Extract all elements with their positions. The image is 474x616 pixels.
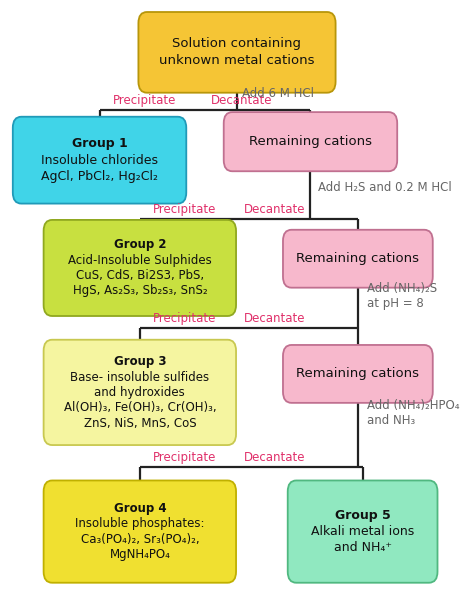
- FancyBboxPatch shape: [283, 230, 433, 288]
- Text: Alkali metal ions: Alkali metal ions: [311, 525, 414, 538]
- Text: Solution containing: Solution containing: [173, 38, 301, 51]
- FancyBboxPatch shape: [44, 220, 236, 316]
- Text: and hydroxides: and hydroxides: [94, 386, 185, 399]
- FancyBboxPatch shape: [13, 117, 186, 203]
- Text: HgS, As₂S₃, Sb₂s₃, SnS₂: HgS, As₂S₃, Sb₂s₃, SnS₂: [73, 285, 207, 298]
- Text: and NH₄⁺: and NH₄⁺: [334, 541, 392, 554]
- Text: Remaining cations: Remaining cations: [296, 367, 419, 381]
- Text: CuS, CdS, Bi2S3, PbS,: CuS, CdS, Bi2S3, PbS,: [76, 269, 204, 282]
- Text: Al(OH)₃, Fe(OH)₃, Cr(OH)₃,: Al(OH)₃, Fe(OH)₃, Cr(OH)₃,: [64, 401, 216, 414]
- FancyBboxPatch shape: [283, 345, 433, 403]
- Text: Decantate: Decantate: [211, 94, 273, 107]
- Text: Group 1: Group 1: [72, 137, 128, 150]
- FancyBboxPatch shape: [288, 480, 438, 583]
- FancyBboxPatch shape: [44, 480, 236, 583]
- Text: AgCl, PbCl₂, Hg₂Cl₂: AgCl, PbCl₂, Hg₂Cl₂: [41, 170, 158, 183]
- FancyBboxPatch shape: [138, 12, 336, 92]
- Text: Add H₂S and 0.2 M HCl: Add H₂S and 0.2 M HCl: [318, 181, 451, 195]
- Text: Group 5: Group 5: [335, 509, 391, 522]
- Text: Group 2: Group 2: [114, 238, 166, 251]
- Text: Remaining cations: Remaining cations: [249, 135, 372, 148]
- Text: Group 4: Group 4: [113, 502, 166, 515]
- Text: Decantate: Decantate: [244, 203, 306, 216]
- Text: Acid-Insoluble Sulphides: Acid-Insoluble Sulphides: [68, 254, 212, 267]
- Text: Add (NH₄)₂HPO₄
and NH₃: Add (NH₄)₂HPO₄ and NH₃: [367, 399, 460, 427]
- Text: Precipitate: Precipitate: [153, 451, 217, 464]
- Text: Precipitate: Precipitate: [153, 203, 217, 216]
- Text: ZnS, NiS, MnS, CoS: ZnS, NiS, MnS, CoS: [83, 416, 196, 429]
- Text: Remaining cations: Remaining cations: [296, 252, 419, 265]
- FancyBboxPatch shape: [44, 339, 236, 445]
- Text: Base- insoluble sulfides: Base- insoluble sulfides: [70, 371, 210, 384]
- Text: Ca₃(PO₄)₂, Sr₃(PO₄)₂,: Ca₃(PO₄)₂, Sr₃(PO₄)₂,: [81, 533, 199, 546]
- Text: MgNH₄PO₄: MgNH₄PO₄: [109, 548, 170, 561]
- Text: Insoluble chlorides: Insoluble chlorides: [41, 153, 158, 167]
- FancyBboxPatch shape: [224, 112, 397, 171]
- Text: Insoluble phosphates:: Insoluble phosphates:: [75, 517, 205, 530]
- Text: Decantate: Decantate: [244, 451, 306, 464]
- Text: Precipitate: Precipitate: [113, 94, 176, 107]
- Text: Add 6 M HCl: Add 6 M HCl: [242, 87, 314, 100]
- Text: Group 3: Group 3: [114, 355, 166, 368]
- Text: Precipitate: Precipitate: [153, 312, 217, 325]
- Text: Add (NH₄)₂S
at pH = 8: Add (NH₄)₂S at pH = 8: [367, 282, 438, 310]
- Text: Decantate: Decantate: [244, 312, 306, 325]
- Text: unknown metal cations: unknown metal cations: [159, 54, 315, 67]
